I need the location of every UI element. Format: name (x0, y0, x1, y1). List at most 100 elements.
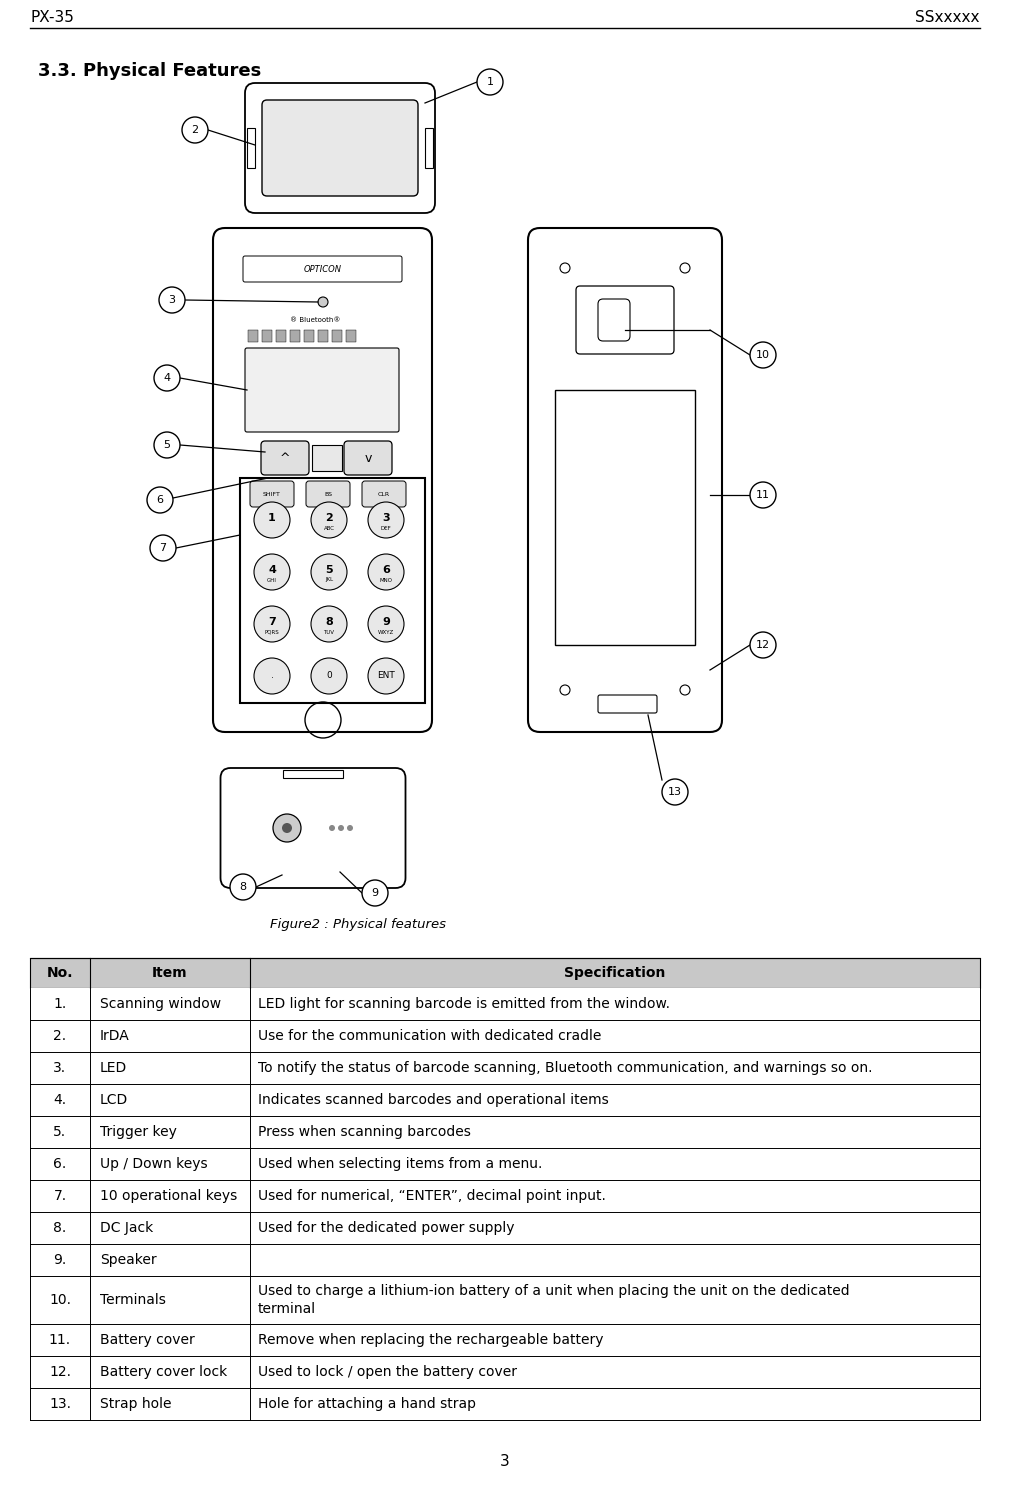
Circle shape (311, 606, 347, 642)
Circle shape (750, 482, 776, 508)
Text: 3.3. Physical Features: 3.3. Physical Features (38, 63, 262, 80)
Bar (30, 989, 980, 1020)
Circle shape (254, 606, 290, 642)
Text: TUV: TUV (323, 630, 334, 634)
Bar (276, 331, 286, 342)
FancyBboxPatch shape (250, 481, 294, 506)
Text: ® Bluetooth®: ® Bluetooth® (290, 317, 340, 323)
Text: Used to charge a lithium-ion battery of a unit when placing the unit on the dedi: Used to charge a lithium-ion battery of … (258, 1284, 849, 1298)
Text: Strap hole: Strap hole (100, 1397, 172, 1412)
Text: GHI: GHI (267, 578, 277, 582)
Bar (30, 1020, 980, 1053)
Text: MNO: MNO (380, 578, 393, 582)
Text: Hole for attaching a hand strap: Hole for attaching a hand strap (258, 1397, 476, 1412)
Circle shape (159, 287, 185, 313)
Text: 1: 1 (487, 77, 494, 86)
Text: 9.: 9. (54, 1254, 67, 1267)
Circle shape (368, 606, 404, 642)
Text: CLR: CLR (378, 491, 390, 496)
Text: ^: ^ (280, 451, 290, 465)
Bar (30, 1276, 980, 1324)
Text: 4: 4 (268, 564, 276, 575)
Text: 13.: 13. (49, 1397, 71, 1412)
Bar (30, 957, 980, 989)
Text: Battery cover lock: Battery cover lock (100, 1365, 227, 1379)
Bar (30, 1179, 980, 1212)
Text: 3: 3 (382, 514, 390, 523)
Text: No.: No. (46, 966, 74, 980)
Bar (30, 1115, 980, 1148)
Text: v: v (365, 451, 372, 465)
Circle shape (147, 487, 173, 514)
FancyBboxPatch shape (245, 348, 399, 432)
Bar (30, 1243, 980, 1276)
Circle shape (182, 118, 208, 143)
Circle shape (338, 825, 344, 831)
Text: SSxxxxx: SSxxxxx (915, 10, 980, 25)
Text: To notify the status of barcode scanning, Bluetooth communication, and warnings : To notify the status of barcode scanning… (258, 1062, 873, 1075)
Text: Up / Down keys: Up / Down keys (100, 1157, 208, 1170)
Text: Press when scanning barcodes: Press when scanning barcodes (258, 1126, 471, 1139)
Text: 4: 4 (164, 374, 171, 383)
Text: 7: 7 (268, 616, 276, 627)
Bar (283, 770, 343, 777)
Text: ABC: ABC (323, 526, 334, 530)
Text: Indicates scanned barcodes and operational items: Indicates scanned barcodes and operation… (258, 1093, 609, 1106)
Circle shape (477, 68, 503, 95)
Bar (312, 445, 342, 471)
Text: 6.: 6. (54, 1157, 67, 1170)
Text: terminal: terminal (258, 1301, 316, 1316)
Circle shape (254, 502, 290, 538)
Text: IrDA: IrDA (100, 1029, 129, 1042)
Text: LED light for scanning barcode is emitted from the window.: LED light for scanning barcode is emitte… (258, 998, 670, 1011)
Text: 12.: 12. (49, 1365, 71, 1379)
Circle shape (318, 296, 328, 307)
Text: 4.: 4. (54, 1093, 67, 1106)
Circle shape (230, 874, 256, 899)
Bar (240, 478, 425, 703)
Text: 7: 7 (160, 543, 167, 552)
Text: 12: 12 (755, 640, 770, 651)
Bar (304, 331, 314, 342)
FancyBboxPatch shape (262, 100, 418, 197)
Text: Figure2 : Physical features: Figure2 : Physical features (270, 919, 446, 931)
Text: 0: 0 (326, 672, 332, 680)
Bar (30, 1212, 980, 1243)
Text: DEF: DEF (381, 526, 392, 530)
FancyBboxPatch shape (306, 481, 350, 506)
Bar (30, 1388, 980, 1421)
Text: 10 operational keys: 10 operational keys (100, 1190, 237, 1203)
Circle shape (254, 658, 290, 694)
Text: 3: 3 (169, 295, 176, 305)
Text: 11.: 11. (48, 1333, 71, 1348)
Text: WXYZ: WXYZ (378, 630, 394, 634)
Circle shape (273, 814, 301, 841)
Text: ENT: ENT (377, 672, 395, 680)
Circle shape (750, 631, 776, 658)
Text: Battery cover: Battery cover (100, 1333, 195, 1348)
Circle shape (150, 535, 176, 561)
Text: 5.: 5. (54, 1126, 67, 1139)
Text: 1: 1 (268, 514, 276, 523)
Text: Item: Item (153, 966, 188, 980)
Text: Used for numerical, “ENTER”, decimal point input.: Used for numerical, “ENTER”, decimal poi… (258, 1190, 606, 1203)
Text: Speaker: Speaker (100, 1254, 157, 1267)
FancyBboxPatch shape (344, 441, 392, 475)
Text: 2: 2 (192, 125, 199, 135)
Bar (30, 1084, 980, 1115)
Text: Used for the dedicated power supply: Used for the dedicated power supply (258, 1221, 514, 1234)
Text: 10.: 10. (49, 1292, 71, 1307)
Bar (332, 331, 342, 342)
Text: 1.: 1. (54, 998, 67, 1011)
Text: JKL: JKL (325, 578, 333, 582)
Bar (30, 1053, 980, 1084)
Text: LCD: LCD (100, 1093, 128, 1106)
Text: 13: 13 (668, 788, 682, 797)
Bar (425, 128, 433, 168)
Text: Specification: Specification (565, 966, 666, 980)
Text: 6: 6 (157, 494, 164, 505)
Bar (318, 331, 328, 342)
Text: SHIFT: SHIFT (263, 491, 281, 496)
Text: Used to lock / open the battery cover: Used to lock / open the battery cover (258, 1365, 517, 1379)
Circle shape (368, 658, 404, 694)
